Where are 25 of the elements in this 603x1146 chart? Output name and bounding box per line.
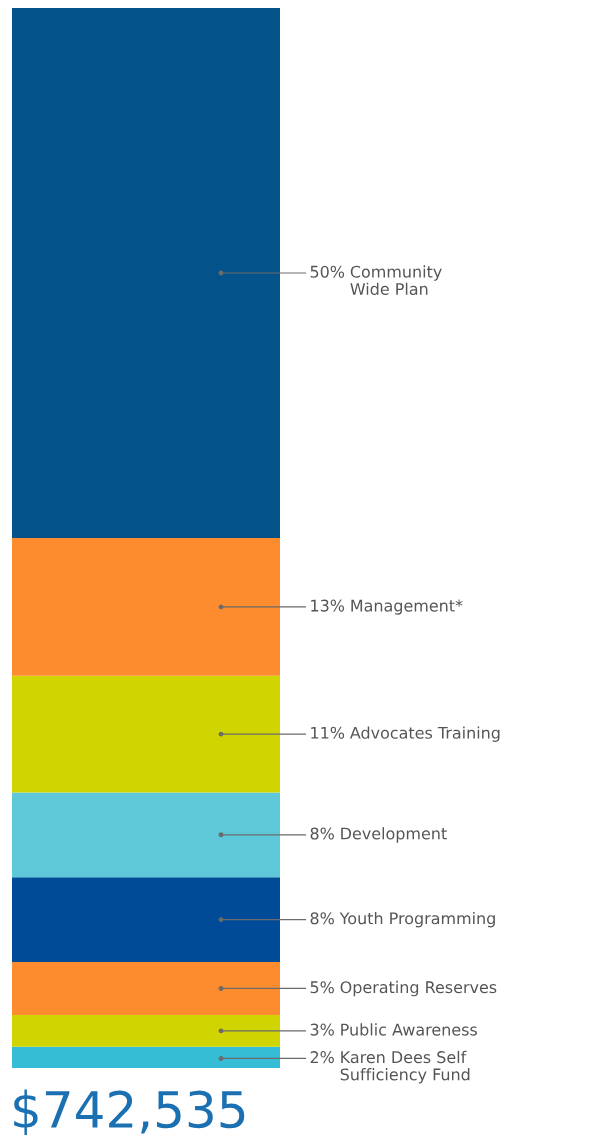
data-label: 8% [310,912,334,925]
data-label: 50% [310,265,345,278]
data-label: 3% [310,1023,334,1036]
data-label: 13% [311,599,345,612]
data-label: 5% [310,981,334,994]
text: Management* [351,599,463,615]
bar [12,1015,280,1047]
bar [12,962,280,1015]
text: Public Awareness [341,1023,478,1036]
text: $742,535 [14,1089,245,1135]
text: Community Wide Plan [350,265,442,296]
data-label: 8% [310,827,334,840]
bar [12,8,280,538]
text: Karen Dees Self Sufficiency Fund [340,1050,470,1084]
text: Advocates Training [349,726,500,742]
data-label: 2% [310,1051,334,1064]
text: Development [341,827,447,843]
bar [12,538,280,676]
text: Operating Reserves [340,980,497,997]
text: Youth Programming [339,911,495,928]
bar [12,792,280,878]
bar [12,877,280,962]
bar [12,675,280,793]
data-label: 11% [311,726,345,739]
bar [12,1046,280,1068]
